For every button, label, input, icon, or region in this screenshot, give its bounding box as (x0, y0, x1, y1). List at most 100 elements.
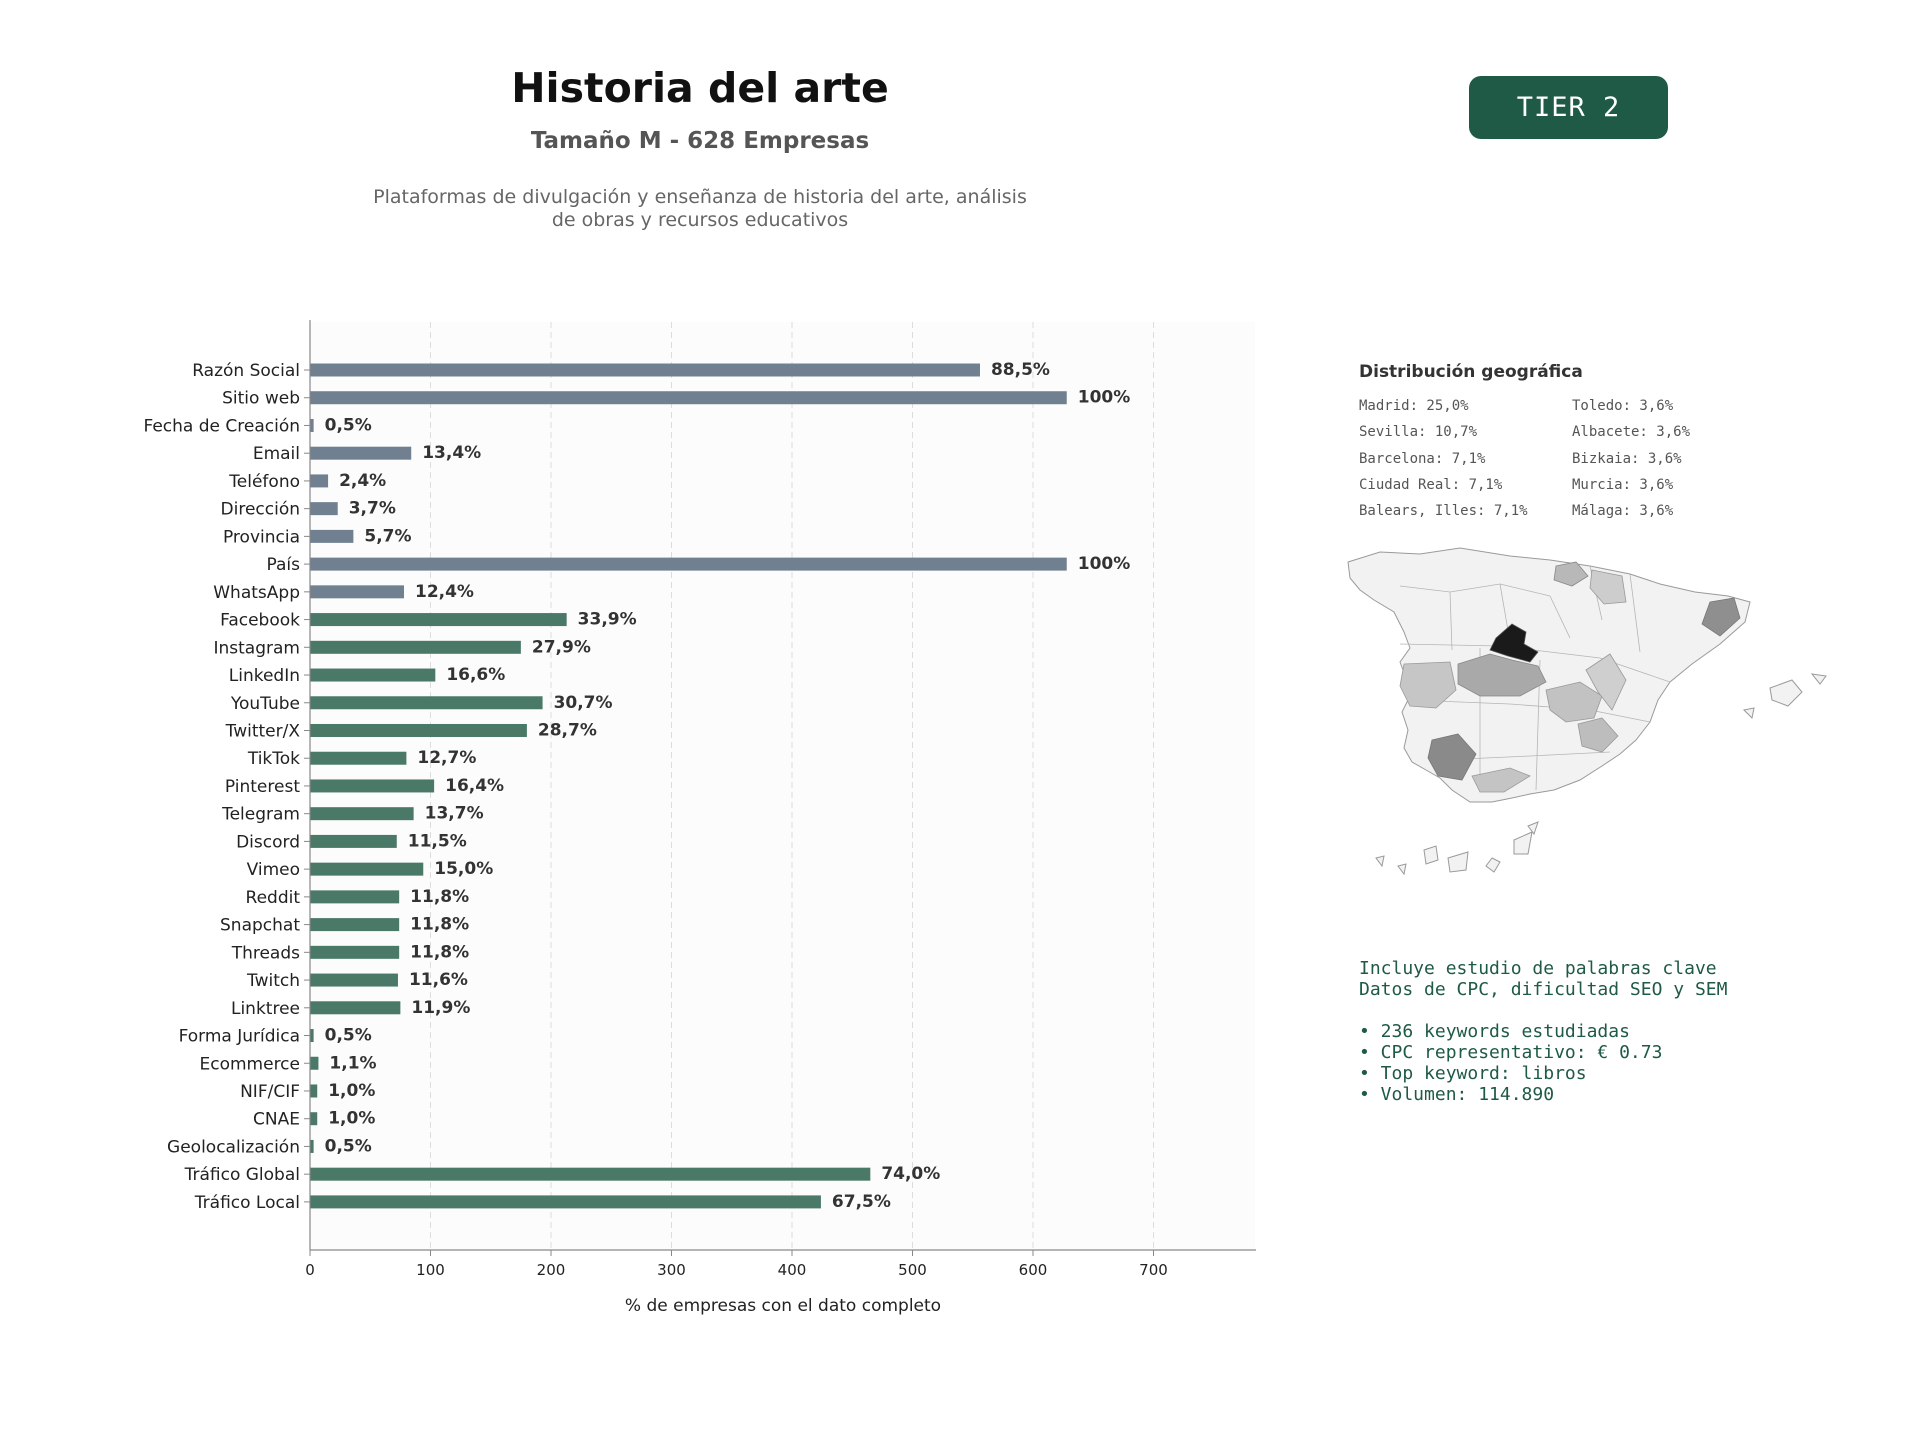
keywords-block: Incluye estudio de palabras clave Datos … (1359, 958, 1727, 1105)
data-label: 67,5% (832, 1192, 891, 1212)
bar (310, 862, 424, 876)
category-label: Ecommerce (200, 1054, 301, 1074)
geo-item: Balears, Illes: 7,1% (1359, 503, 1528, 520)
data-label: 1,0% (328, 1109, 375, 1129)
bar (310, 502, 338, 516)
data-label: 1,0% (328, 1081, 375, 1101)
data-label: 0,5% (325, 1136, 372, 1156)
data-label: 0,5% (325, 1026, 372, 1046)
description-line-2: de obras y recursos educativos (551, 209, 849, 231)
bar (310, 613, 567, 627)
x-tick-label: 0 (305, 1261, 315, 1279)
bar (310, 391, 1067, 405)
category-label: Dirección (221, 500, 300, 520)
category-label: Razón Social (192, 361, 300, 381)
category-label: Vimeo (247, 860, 300, 880)
map-region-murcia (1577, 717, 1619, 753)
plot-background (310, 322, 1255, 1249)
bar (310, 529, 354, 543)
data-labels: 88,5% 100% 0,5% 13,4% 2,4% 3,7% 5,7% 100% 12,4% 3… (325, 360, 1131, 1212)
category-label: Instagram (214, 638, 301, 658)
data-label: 15,0% (434, 859, 493, 879)
category-label: LinkedIn (229, 666, 300, 686)
category-label: Forma Jurídica (179, 1027, 300, 1047)
geo-distribution-list: Madrid: 25,0% Toledo: 3,6% Sevilla: 10,7… (1359, 398, 1799, 529)
bar (310, 973, 398, 987)
x-axis-label: % de empresas con el dato completo (625, 1296, 941, 1316)
bar (310, 585, 404, 599)
data-label: 11,6% (409, 970, 468, 990)
x-tick-labels: 0 100 200 300 400 500 600 700 (305, 1250, 1168, 1279)
geo-item: Toledo: 3,6% (1572, 398, 1674, 414)
category-label: Fecha de Creación (143, 416, 300, 436)
data-label: 27,9% (532, 637, 591, 657)
page-title: Historia del arte (511, 64, 889, 112)
geo-item: Ciudad Real: 7,1% (1359, 476, 1503, 493)
bar (310, 807, 414, 821)
bar (310, 418, 314, 432)
category-label: Geolocalización (167, 1137, 300, 1157)
data-label: 30,7% (554, 693, 613, 713)
data-label: 0,5% (325, 415, 372, 435)
keywords-line-1: Incluye estudio de palabras clave (1359, 958, 1717, 979)
spain-map (1347, 547, 1827, 876)
description-line-1: Plataformas de divulgación y enseñanza d… (373, 186, 1027, 208)
x-tick-label: 400 (778, 1261, 807, 1279)
category-label: Discord (236, 832, 300, 852)
data-label: 3,7% (349, 499, 396, 519)
x-tick-label: 600 (1019, 1261, 1048, 1279)
keywords-line-2: Datos de CPC, dificultad SEO y SEM (1359, 979, 1728, 1000)
keywords-spacer (1359, 1000, 1727, 1021)
keyword-bullet: • 236 keywords estudiadas (1359, 1021, 1630, 1042)
bar (310, 1084, 318, 1098)
map-balears (1742, 673, 1827, 720)
category-label: Threads (231, 943, 300, 963)
geo-item: Albacete: 3,6% (1572, 424, 1691, 441)
map-region-toledo (1457, 653, 1547, 697)
bar (310, 1112, 318, 1126)
map-region-sevilla (1427, 733, 1477, 781)
data-label: 1,1% (329, 1053, 376, 1073)
category-label: YouTube (230, 694, 300, 714)
data-label: 88,5% (991, 360, 1050, 380)
data-label: 100% (1078, 388, 1131, 408)
x-tick-label: 500 (898, 1261, 927, 1279)
category-label: Teléfono (228, 472, 300, 492)
category-label: Linktree (231, 999, 300, 1019)
map-region-albacete (1545, 681, 1603, 723)
category-label: Tráfico Local (194, 1193, 300, 1213)
data-label: 11,8% (410, 942, 469, 962)
data-label: 16,6% (446, 665, 505, 685)
bar (310, 446, 412, 460)
keyword-bullet: • Volumen: 114.890 (1359, 1084, 1555, 1105)
page-subtitle: Tamaño M - 628 Empresas (530, 128, 870, 154)
category-labels: Razón Social Sitio web Fecha de Creación Em… (143, 361, 310, 1213)
map-region-barcelona (1701, 597, 1741, 637)
data-label: 13,4% (422, 443, 481, 463)
bars (310, 363, 1067, 1209)
map-region-valencia (1585, 653, 1627, 711)
keyword-bullet: • CPC representativo: € 0.73 (1359, 1042, 1663, 1063)
category-label: WhatsApp (213, 583, 300, 603)
geo-item: Málaga: 3,6% (1572, 503, 1674, 520)
data-label: 12,7% (417, 748, 476, 768)
data-label: 5,7% (364, 526, 411, 546)
category-label: Twitter/X (225, 721, 301, 741)
category-label: Email (253, 444, 300, 464)
data-label: 13,7% (425, 804, 484, 824)
x-tick-label: 200 (537, 1261, 566, 1279)
data-label: 16,4% (445, 776, 504, 796)
category-label: NIF/CIF (240, 1082, 300, 1102)
category-label: Twitch (246, 971, 300, 991)
x-tick-label: 100 (416, 1261, 445, 1279)
map-region-bizkaia (1553, 561, 1589, 587)
bar (310, 779, 435, 793)
keyword-bullet: • Top keyword: libros (1359, 1063, 1587, 1084)
bar (310, 1056, 319, 1070)
category-label: País (267, 555, 301, 575)
x-tick-label: 700 (1139, 1261, 1168, 1279)
bar (310, 1195, 821, 1209)
category-label: Snapchat (220, 916, 300, 936)
category-label: Telegram (221, 805, 300, 825)
category-label: Facebook (220, 611, 300, 631)
